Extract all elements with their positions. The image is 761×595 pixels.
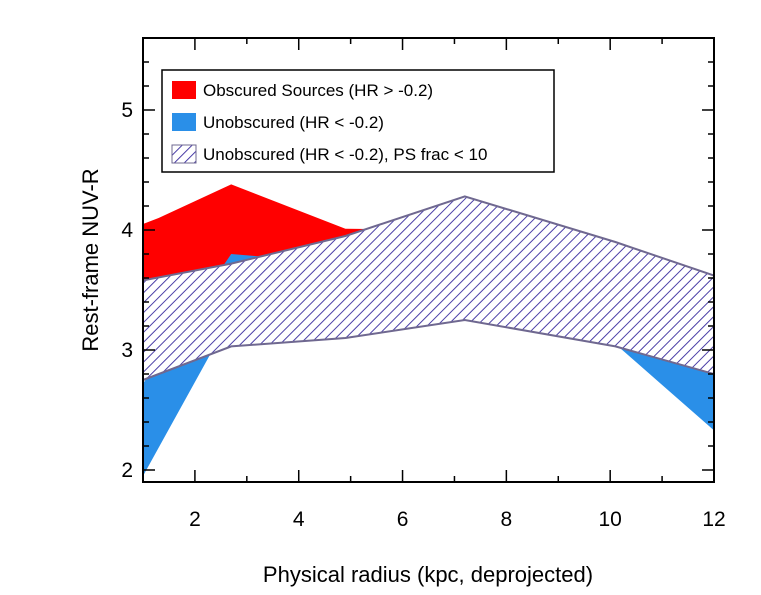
- legend-swatch-ps-frac: [171, 144, 197, 164]
- x-tick-label-10: 10: [599, 508, 622, 531]
- band-ps-frac: [143, 195, 714, 382]
- legend-box: [161, 69, 555, 173]
- y-tick-label-4: 4: [121, 219, 133, 242]
- legend-label-unobscured: Unobscured (HR < -0.2): [203, 113, 384, 132]
- legend-label-ps-frac: Unobscured (HR < -0.2), PS frac < 10: [203, 145, 487, 164]
- series-bands: [143, 184, 714, 476]
- plot-frame: [142, 37, 715, 483]
- x-tick-label-8: 8: [501, 508, 513, 531]
- x-tick-label-6: 6: [397, 508, 409, 531]
- y-axis-label: Rest-frame NUV-R: [78, 168, 103, 351]
- x-tick-label-4: 4: [293, 508, 305, 531]
- y-tick-label-2: 2: [121, 459, 133, 482]
- legend-swatch-unobscured: [172, 113, 196, 131]
- axis-ticks: 2 4 6 8 10 12 2 3 4 5: [121, 38, 726, 531]
- legend: Obscured Sources (HR > -0.2) Unobscured …: [161, 69, 555, 173]
- x-tick-label-2: 2: [189, 508, 201, 531]
- legend-label-obscured: Obscured Sources (HR > -0.2): [203, 81, 433, 100]
- x-tick-label-12: 12: [702, 508, 725, 531]
- y-tick-label-5: 5: [121, 99, 133, 122]
- y-tick-label-3: 3: [121, 339, 133, 362]
- x-axis-label: Physical radius (kpc, deprojected): [263, 562, 593, 587]
- legend-swatch-obscured: [172, 81, 196, 99]
